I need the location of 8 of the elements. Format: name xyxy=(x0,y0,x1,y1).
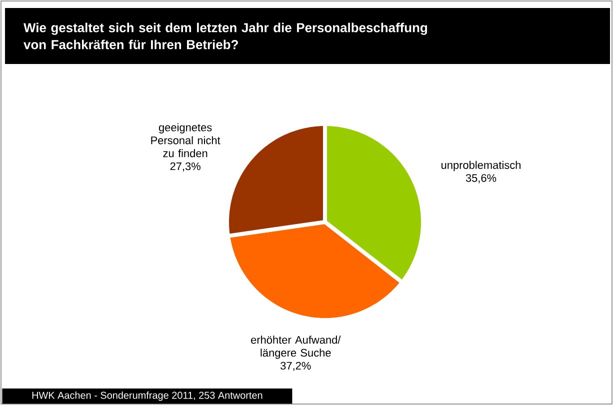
data-label: 27,3% xyxy=(170,162,200,172)
data-label: 35,6% xyxy=(466,174,496,184)
slice-label: geeignetes Personal nicht zu finden xyxy=(151,123,220,158)
slice-label: unproblematisch xyxy=(442,160,520,172)
data-label: 37,2% xyxy=(280,362,311,371)
text: HWK Aachen - Sonderumfrage 2011, 253 Antworten xyxy=(32,392,262,401)
chart-title: Wie gestaltet sich seit dem letzten Jahr die Personalbeschaffung von Fachkräften für Ihren Betrieb? xyxy=(24,22,427,50)
slice-label: erhöhter Aufwand/ längere Suche xyxy=(251,336,341,359)
